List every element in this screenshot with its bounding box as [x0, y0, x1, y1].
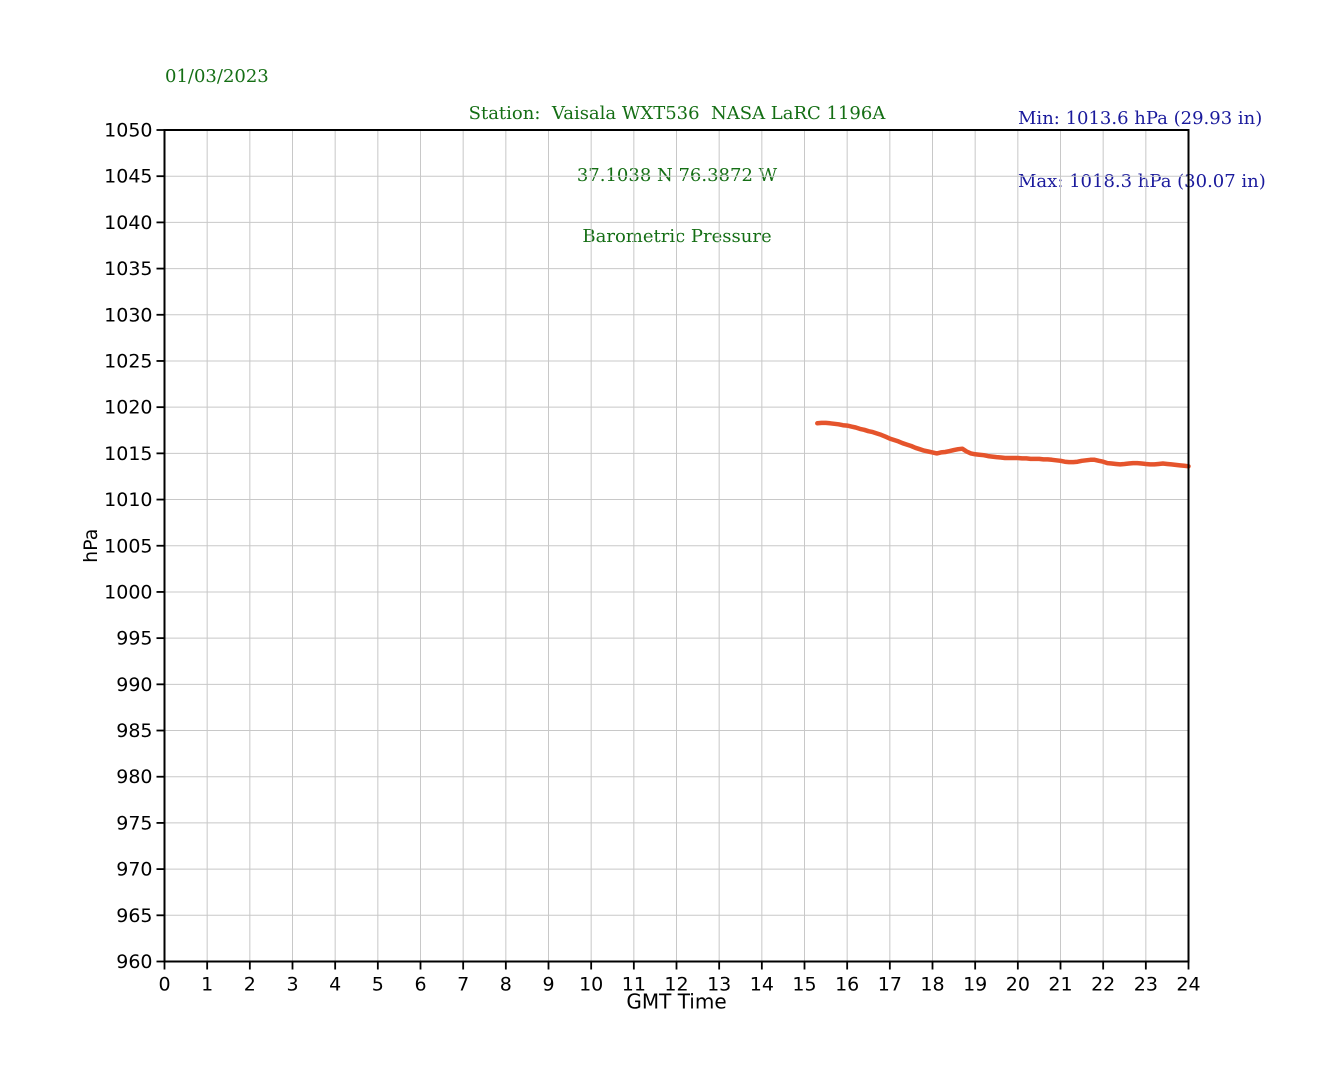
- pressure-line: [815, 420, 1191, 469]
- svg-text:5: 5: [372, 974, 384, 996]
- svg-text:4: 4: [329, 974, 341, 996]
- svg-text:13: 13: [707, 974, 731, 996]
- svg-text:1: 1: [201, 974, 213, 996]
- svg-text:12: 12: [664, 974, 688, 996]
- svg-text:15: 15: [792, 974, 816, 996]
- svg-text:24: 24: [1176, 974, 1200, 996]
- svg-text:14: 14: [750, 974, 774, 996]
- svg-text:8: 8: [500, 974, 512, 996]
- svg-text:1050: 1050: [104, 120, 152, 142]
- svg-text:11: 11: [622, 974, 646, 996]
- plot-date: 01/03/2023: [165, 66, 269, 87]
- svg-text:1040: 1040: [104, 212, 152, 234]
- svg-text:20: 20: [1006, 974, 1030, 996]
- svg-text:990: 990: [116, 674, 152, 696]
- axis-ticks: [156, 129, 1190, 970]
- svg-text:18: 18: [920, 974, 944, 996]
- svg-text:1010: 1010: [104, 489, 152, 511]
- station-coordinates: 37.1038 N 76.3872 W: [576, 164, 778, 186]
- svg-text:2: 2: [244, 974, 256, 996]
- svg-text:1030: 1030: [104, 304, 152, 326]
- y-tick-labels: 960 965 970 975 980 985 990 995 1000 1005 1010 1015…: [104, 120, 152, 974]
- svg-text:0: 0: [158, 974, 170, 996]
- plot-title: Barometric Pressure: [582, 226, 772, 247]
- plot-frame: [163, 129, 1190, 963]
- svg-text:980: 980: [116, 766, 152, 788]
- svg-text:1015: 1015: [104, 443, 152, 465]
- station-title: Station: Vaisala WXT536 NASA LaRC 1196A: [468, 103, 886, 124]
- svg-text:22: 22: [1091, 974, 1115, 996]
- svg-text:995: 995: [116, 628, 152, 650]
- svg-text:1045: 1045: [104, 166, 152, 188]
- svg-text:17: 17: [878, 974, 902, 996]
- svg-text:9: 9: [542, 974, 554, 996]
- svg-text:10: 10: [579, 974, 603, 996]
- svg-text:965: 965: [116, 905, 152, 927]
- min-value-label: Min: 1013.6 hPa (29.93 in): [1018, 108, 1263, 129]
- svg-text:960: 960: [116, 951, 152, 973]
- svg-text:975: 975: [116, 812, 152, 834]
- svg-text:21: 21: [1048, 974, 1072, 996]
- gridlines: [164, 129, 1189, 962]
- svg-text:1000: 1000: [104, 581, 152, 603]
- y-axis-label: hPa: [80, 529, 102, 563]
- svg-text:16: 16: [835, 974, 859, 996]
- svg-text:1035: 1035: [104, 258, 152, 280]
- x-axis-label: GMT Time: [626, 990, 726, 1014]
- plot-title-block: Station: Vaisala WXT536 NASA LaRC 1196A …: [165, 63, 1189, 289]
- svg-text:1005: 1005: [104, 535, 152, 557]
- svg-text:6: 6: [414, 974, 426, 996]
- svg-text:1025: 1025: [104, 350, 152, 372]
- svg-text:1020: 1020: [104, 397, 152, 419]
- svg-text:23: 23: [1134, 974, 1158, 996]
- svg-text:3: 3: [286, 974, 298, 996]
- svg-text:19: 19: [963, 974, 987, 996]
- svg-text:7: 7: [457, 974, 469, 996]
- svg-text:985: 985: [116, 720, 152, 742]
- svg-text:970: 970: [116, 859, 152, 881]
- x-tick-labels: 0 1 2 3 4 5 6 7 8 9 10 11 12 13 14 15 16 17 18 19 20 21 22 23 24: [158, 974, 1200, 996]
